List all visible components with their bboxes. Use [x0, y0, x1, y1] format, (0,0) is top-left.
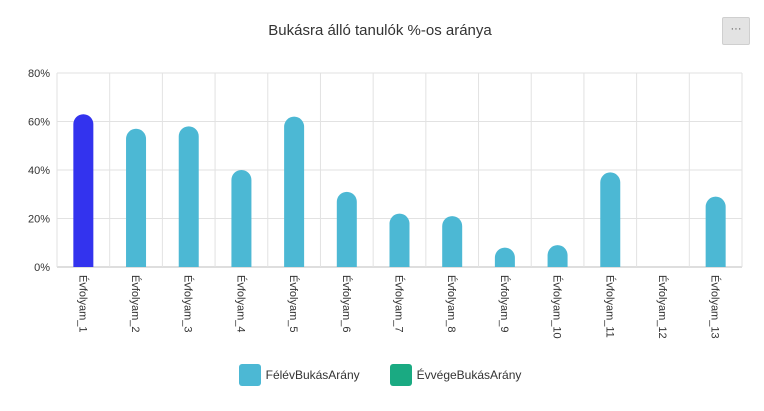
x-tick-label: Évfolyam_3 [182, 275, 195, 332]
x-tick-label: Évfolyam_1 [76, 275, 89, 332]
chart-legend: FélévBukásArány ÉvvégeBukásArány [0, 364, 760, 386]
x-tick-label: Évfolyam_5 [287, 275, 300, 332]
bar-Évfolyam_8[interactable] [442, 216, 463, 267]
x-tick-label: Évfolyam_13 [709, 275, 722, 339]
y-tick-label: 0% [34, 262, 50, 274]
legend-label-felev: FélévBukásArány [265, 368, 360, 382]
chart-grid [56, 72, 743, 268]
y-tick-label: 40% [28, 165, 50, 177]
x-tick-label: Évfolyam_6 [340, 275, 353, 332]
bar-Évfolyam_13[interactable] [705, 196, 726, 267]
bar-Évfolyam_4[interactable] [231, 170, 252, 267]
y-tick-label: 60% [28, 117, 50, 129]
x-tick-label: Évfolyam_11 [603, 275, 616, 338]
bar-Évfolyam_3[interactable] [178, 126, 199, 267]
legend-swatch-evvege [389, 364, 412, 386]
y-axis-ticks: 0% 20% 40% 60% 80% [28, 68, 50, 274]
bar-Évfolyam_7[interactable] [389, 213, 410, 267]
legend-item-felev[interactable]: FélévBukásArány [238, 364, 360, 386]
chart-bars [73, 114, 726, 268]
legend-swatch-felev [238, 364, 261, 386]
bar-Évfolyam_1[interactable] [73, 114, 94, 267]
x-tick-label: Évfolyam_4 [234, 275, 247, 332]
chart-menu-button[interactable]: ··· [722, 17, 750, 45]
x-tick-label: Évfolyam_7 [393, 275, 406, 332]
y-tick-label: 80% [28, 68, 50, 80]
x-tick-label: Évfolyam_10 [551, 275, 564, 339]
bar-Évfolyam_11[interactable] [600, 172, 621, 267]
x-tick-label: Évfolyam_9 [498, 275, 511, 332]
bar-Évfolyam_2[interactable] [126, 128, 147, 267]
y-tick-label: 20% [28, 214, 50, 226]
bar-Évfolyam_10[interactable] [547, 245, 568, 267]
x-tick-label: Évfolyam_2 [129, 275, 142, 332]
legend-label-evvege: ÉvvégeBukásArány [416, 368, 522, 382]
x-axis-ticks: Évfolyam_1 Évfolyam_2 Évfolyam_3 Évfolyam_4… [76, 275, 721, 339]
legend-item-evvege[interactable]: ÉvvégeBukásArány [389, 364, 522, 386]
bar-Évfolyam_5[interactable] [284, 116, 305, 268]
more-horizontal-icon: ··· [730, 22, 742, 35]
x-tick-label: Évfolyam_12 [656, 275, 669, 339]
chart-title: Bukásra álló tanulók %-os aránya [268, 22, 492, 39]
x-tick-label: Évfolyam_8 [445, 275, 458, 332]
bar-Évfolyam_6[interactable] [336, 191, 357, 267]
bar-Évfolyam_9[interactable] [494, 247, 515, 267]
